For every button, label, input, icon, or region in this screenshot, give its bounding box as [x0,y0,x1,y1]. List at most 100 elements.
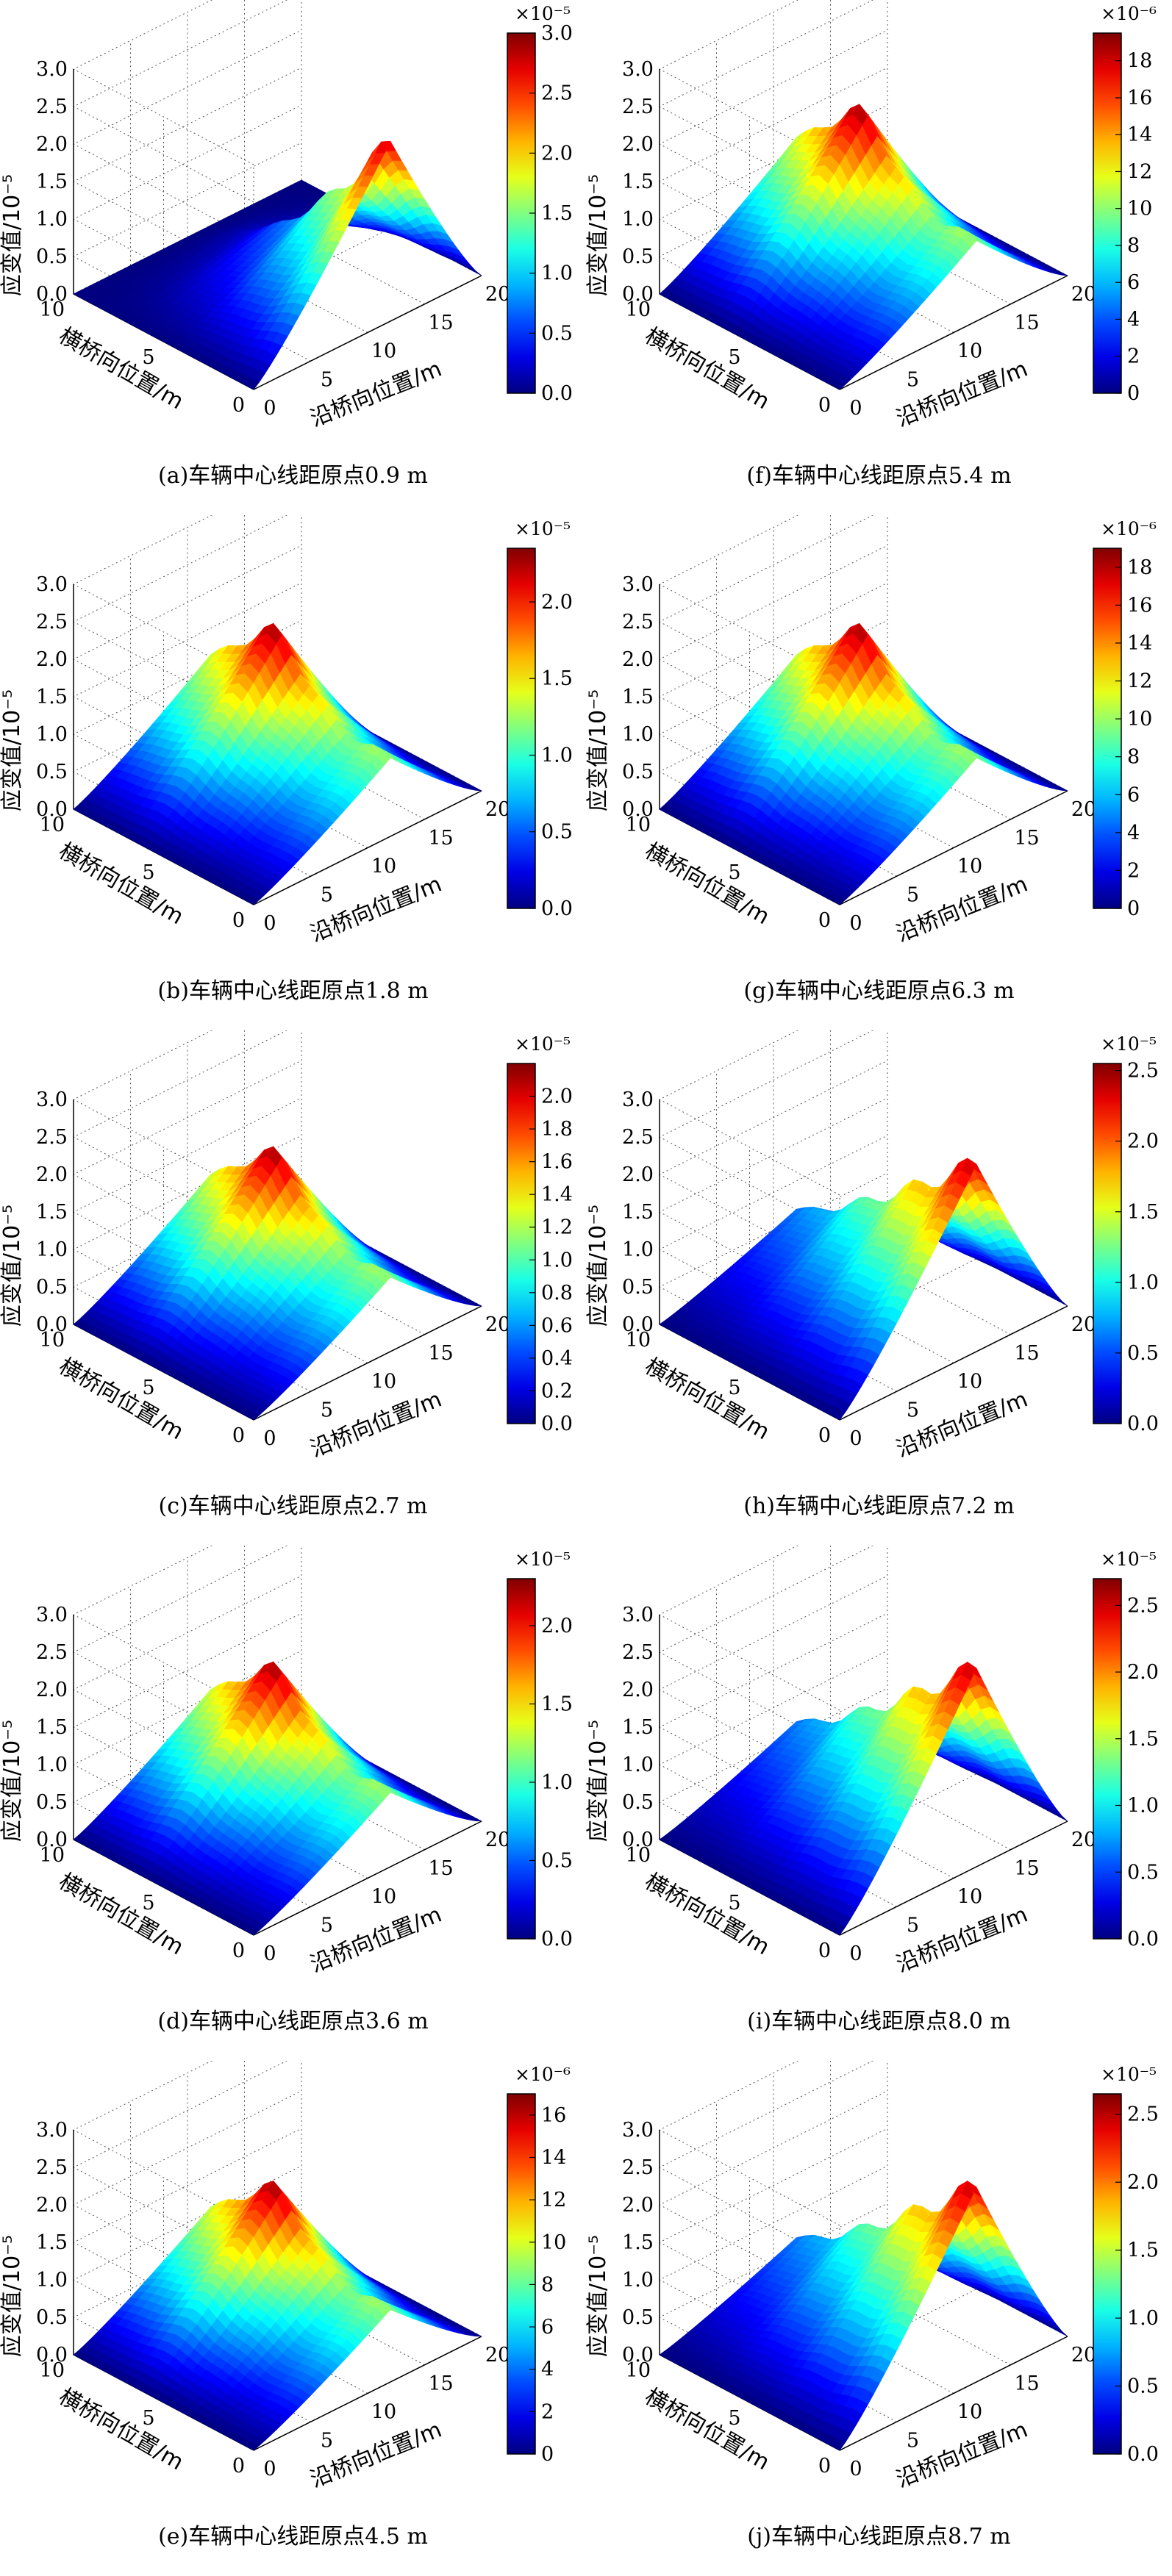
z-tick-label: 2.5 [36,611,68,634]
x-tick-label: 15 [428,2372,453,2395]
colorbar-tick-label: 16 [541,2104,566,2127]
z-tick-labels: 0.0 0.5 1.0 1.5 2.0 2.5 3.0 [36,2119,68,2367]
z-tick-label: 1.0 [36,1754,68,1776]
colorbar-exponent: ×10⁻⁵ [515,3,571,24]
z-tick-label: 0.0 [622,1313,654,1336]
x-tick-label: 20 [1071,1313,1096,1336]
colorbar-tick-label: 1.8 [541,1118,573,1141]
x-tick-label: 15 [1014,1342,1039,1365]
y-tick-label: 5 [728,2407,740,2430]
x-tick-label: 0 [849,1427,862,1450]
z-tick-label: 0.0 [622,283,654,306]
z-axis-label: 应变值/10⁻⁵ [0,174,25,296]
z-tick-label: 1.5 [622,1201,654,1224]
chart-panel-a: 0.0 0.5 1.0 1.5 2.0 2.5 3.0 0 5 10 15 20 10 5 0 应变值/10⁻… [0,0,586,515]
x-tick-label: 15 [428,1342,453,1365]
colorbar-exponent: ×10⁻⁵ [515,1549,571,1570]
z-axis-label: 应变值/10⁻⁵ [0,2235,25,2357]
z-tick-label: 2.0 [36,1163,68,1186]
x-tick-label: 20 [1071,1829,1096,1851]
y-tick-label: 10 [40,1329,65,1352]
colorbar-tick-labels: 0.0 0.2 0.4 0.6 0.8 1.0 1.2 1.4 1.6 1.8 2.0 [529,1086,573,1435]
z-tick-label: 1.0 [622,1238,654,1261]
z-axis-label: 应变值/10⁻⁵ [586,1205,611,1327]
y-tick-label: 10 [40,1844,65,1867]
surface-plot-h: 0.0 0.5 1.0 1.5 2.0 2.5 3.0 0 5 10 15 20 10 5 0 应变值/10⁻… [586,1030,1159,1463]
z-tick-label: 2.5 [622,611,654,634]
x-tick-label: 10 [371,855,396,878]
x-tick-label: 15 [1014,2372,1039,2395]
colorbar-exponent: ×10⁻⁶ [1101,518,1157,539]
z-tick-label: 1.5 [36,171,68,193]
colorbar-tick-label: 3.0 [541,22,573,45]
z-axis-label: 应变值/10⁻⁵ [586,2235,611,2357]
z-tick-label: 0.0 [622,1829,654,1851]
x-tick-label: 10 [957,1886,982,1909]
colorbar-tick-label: 0 [541,2443,554,2466]
colorbar-tick-label: 8 [1127,746,1140,769]
colorbar-tick-label: 2.5 [1127,1594,1159,1617]
x-axis-label: 沿桥向位置/m [893,1387,1032,1463]
colorbar-tick-label: 0.5 [541,821,573,844]
x-tick-label: 10 [957,1371,982,1393]
z-tick-label: 1.5 [622,686,654,708]
z-tick-label: 0.0 [36,798,68,821]
colorbar-tick-label: 12 [1127,160,1152,183]
colorbar-exponent: ×10⁻⁶ [1101,3,1157,24]
y-tick-label: 10 [626,298,651,321]
z-tick-label: 2.5 [36,1126,68,1149]
strain-surface [659,2180,1068,2451]
colorbar-tick-label: 0.5 [1127,2375,1159,2398]
z-tick-label: 0.5 [622,245,654,268]
x-tick-label: 15 [1014,1857,1039,1880]
colorbar-tick-label: 12 [1127,670,1152,693]
colorbar-tick-label: 1.0 [1127,1271,1159,1294]
strain-surface [659,1158,1068,1421]
colorbar-tick-label: 6 [1127,271,1140,294]
colorbar-tick-labels: 0.0 0.5 1.0 1.5 2.0 2.5 [1115,2103,1159,2466]
y-tick-label: 10 [40,2359,65,2382]
x-tick-label: 5 [907,2429,919,2452]
strain-surface [73,1146,482,1421]
surface-plot-j: 0.0 0.5 1.0 1.5 2.0 2.5 3.0 0 5 10 15 20 10 5 0 应变值/10⁻… [586,2061,1159,2493]
x-tick-label: 20 [1071,283,1096,306]
z-tick-label: 1.5 [622,2231,654,2254]
z-tick-label: 3.0 [36,2119,68,2142]
colorbar-tick-label: 2 [1127,859,1140,882]
surface-plot-f: 0.00.51.01.52.02.53.0051015201050应变值/10⁻… [586,0,1157,432]
y-tick-label: 0 [232,2455,245,2478]
colorbar-tick-label: 0.0 [1127,2443,1159,2466]
colorbar [507,548,536,909]
z-tick-label: 1.0 [36,208,68,231]
colorbar-tick-label: 0.0 [1127,1413,1159,1435]
colorbar-tick-label: 0.8 [541,1282,573,1305]
colorbar-exponent: ×10⁻⁵ [1101,1033,1157,1055]
x-tick-label: 0 [263,397,276,420]
z-tick-label: 3.0 [36,1088,68,1111]
z-tick-label: 1.5 [36,2231,68,2254]
colorbar [1093,548,1122,909]
x-axis-label: 沿桥向位置/m [893,872,1032,947]
colorbar-tick-label: 2.0 [541,1615,573,1637]
colorbar-tick-label: 2.5 [1127,2103,1159,2126]
colorbar-tick-label: 10 [541,2231,566,2254]
x-tick-label: 10 [957,340,982,363]
colorbar-tick-label: 10 [1127,708,1152,731]
x-tick-label: 20 [485,1313,510,1336]
colorbar-tick-label: 0.0 [541,382,573,405]
colorbar-tick-label: 0.4 [541,1347,573,1370]
colorbar-tick-labels: 0 2 4 6 8 10 12 14 16 18 [1115,556,1152,920]
z-tick-label: 1.5 [622,171,654,193]
colorbar-tick-label: 8 [541,2273,554,2296]
colorbar-tick-label: 4 [1127,308,1140,331]
x-axis-label: 沿桥向位置/m [307,1902,446,1978]
x-tick-label: 5 [321,1914,333,1937]
surface-plot-a: 0.0 0.5 1.0 1.5 2.0 2.5 3.0 0 5 10 15 20 10 5 0 应变值/10⁻… [0,0,573,432]
z-tick-label: 1.0 [622,208,654,231]
colorbar-tick-label: 1.5 [541,1693,573,1715]
y-tick-label: 0 [818,394,831,417]
x-axis-label: 沿桥向位置/m [307,872,446,947]
z-tick-label: 2.0 [36,133,68,156]
x-tick-label: 15 [1014,827,1039,850]
y-tick-label: 5 [142,861,154,884]
